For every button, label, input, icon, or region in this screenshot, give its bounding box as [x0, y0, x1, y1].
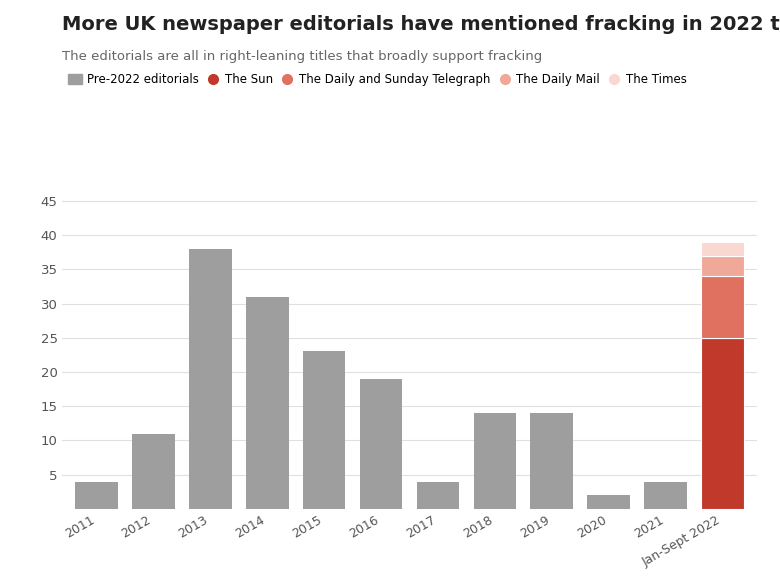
- Text: More UK newspaper editorials have mentioned fracking in 2022 than ever before: More UK newspaper editorials have mentio…: [62, 15, 780, 33]
- Bar: [701, 338, 744, 509]
- Bar: [132, 433, 175, 509]
- Bar: [701, 242, 744, 256]
- Text: The editorials are all in right-leaning titles that broadly support fracking: The editorials are all in right-leaning …: [62, 50, 543, 63]
- Bar: [587, 495, 630, 509]
- Bar: [644, 481, 687, 509]
- Bar: [360, 379, 402, 509]
- Bar: [189, 249, 232, 509]
- Bar: [246, 297, 289, 509]
- Legend: Pre-2022 editorials, The Sun, The Daily and Sunday Telegraph, The Daily Mail, Th: Pre-2022 editorials, The Sun, The Daily …: [69, 73, 687, 86]
- Bar: [473, 413, 516, 509]
- Bar: [701, 276, 744, 338]
- Bar: [417, 481, 459, 509]
- Bar: [701, 256, 744, 276]
- Bar: [303, 352, 346, 509]
- Bar: [75, 481, 118, 509]
- Bar: [530, 413, 573, 509]
